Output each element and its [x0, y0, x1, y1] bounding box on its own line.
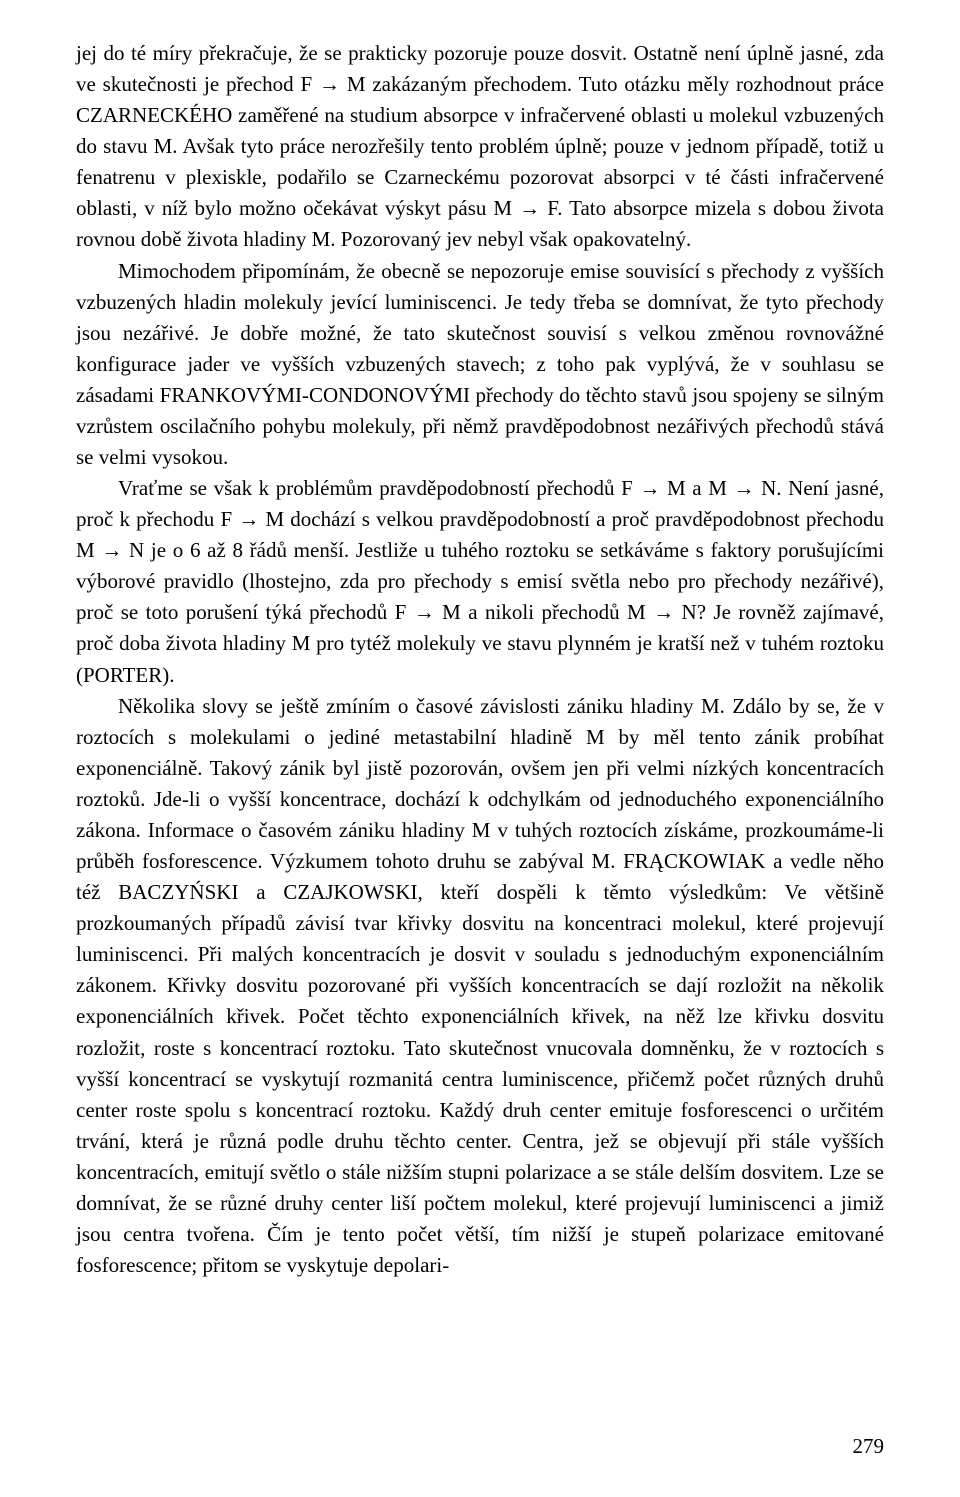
page-number: 279: [853, 1434, 885, 1459]
paragraph-4: Několika slovy se ještě zmíním o časové …: [76, 691, 884, 1281]
paragraph-2: Mimochodem připomínám, že obecně se nepo…: [76, 256, 884, 474]
paragraph-3: Vraťme se však k problémům pravděpodobno…: [76, 473, 884, 691]
paragraph-1: jej do té míry překračuje, že se praktic…: [76, 38, 884, 256]
